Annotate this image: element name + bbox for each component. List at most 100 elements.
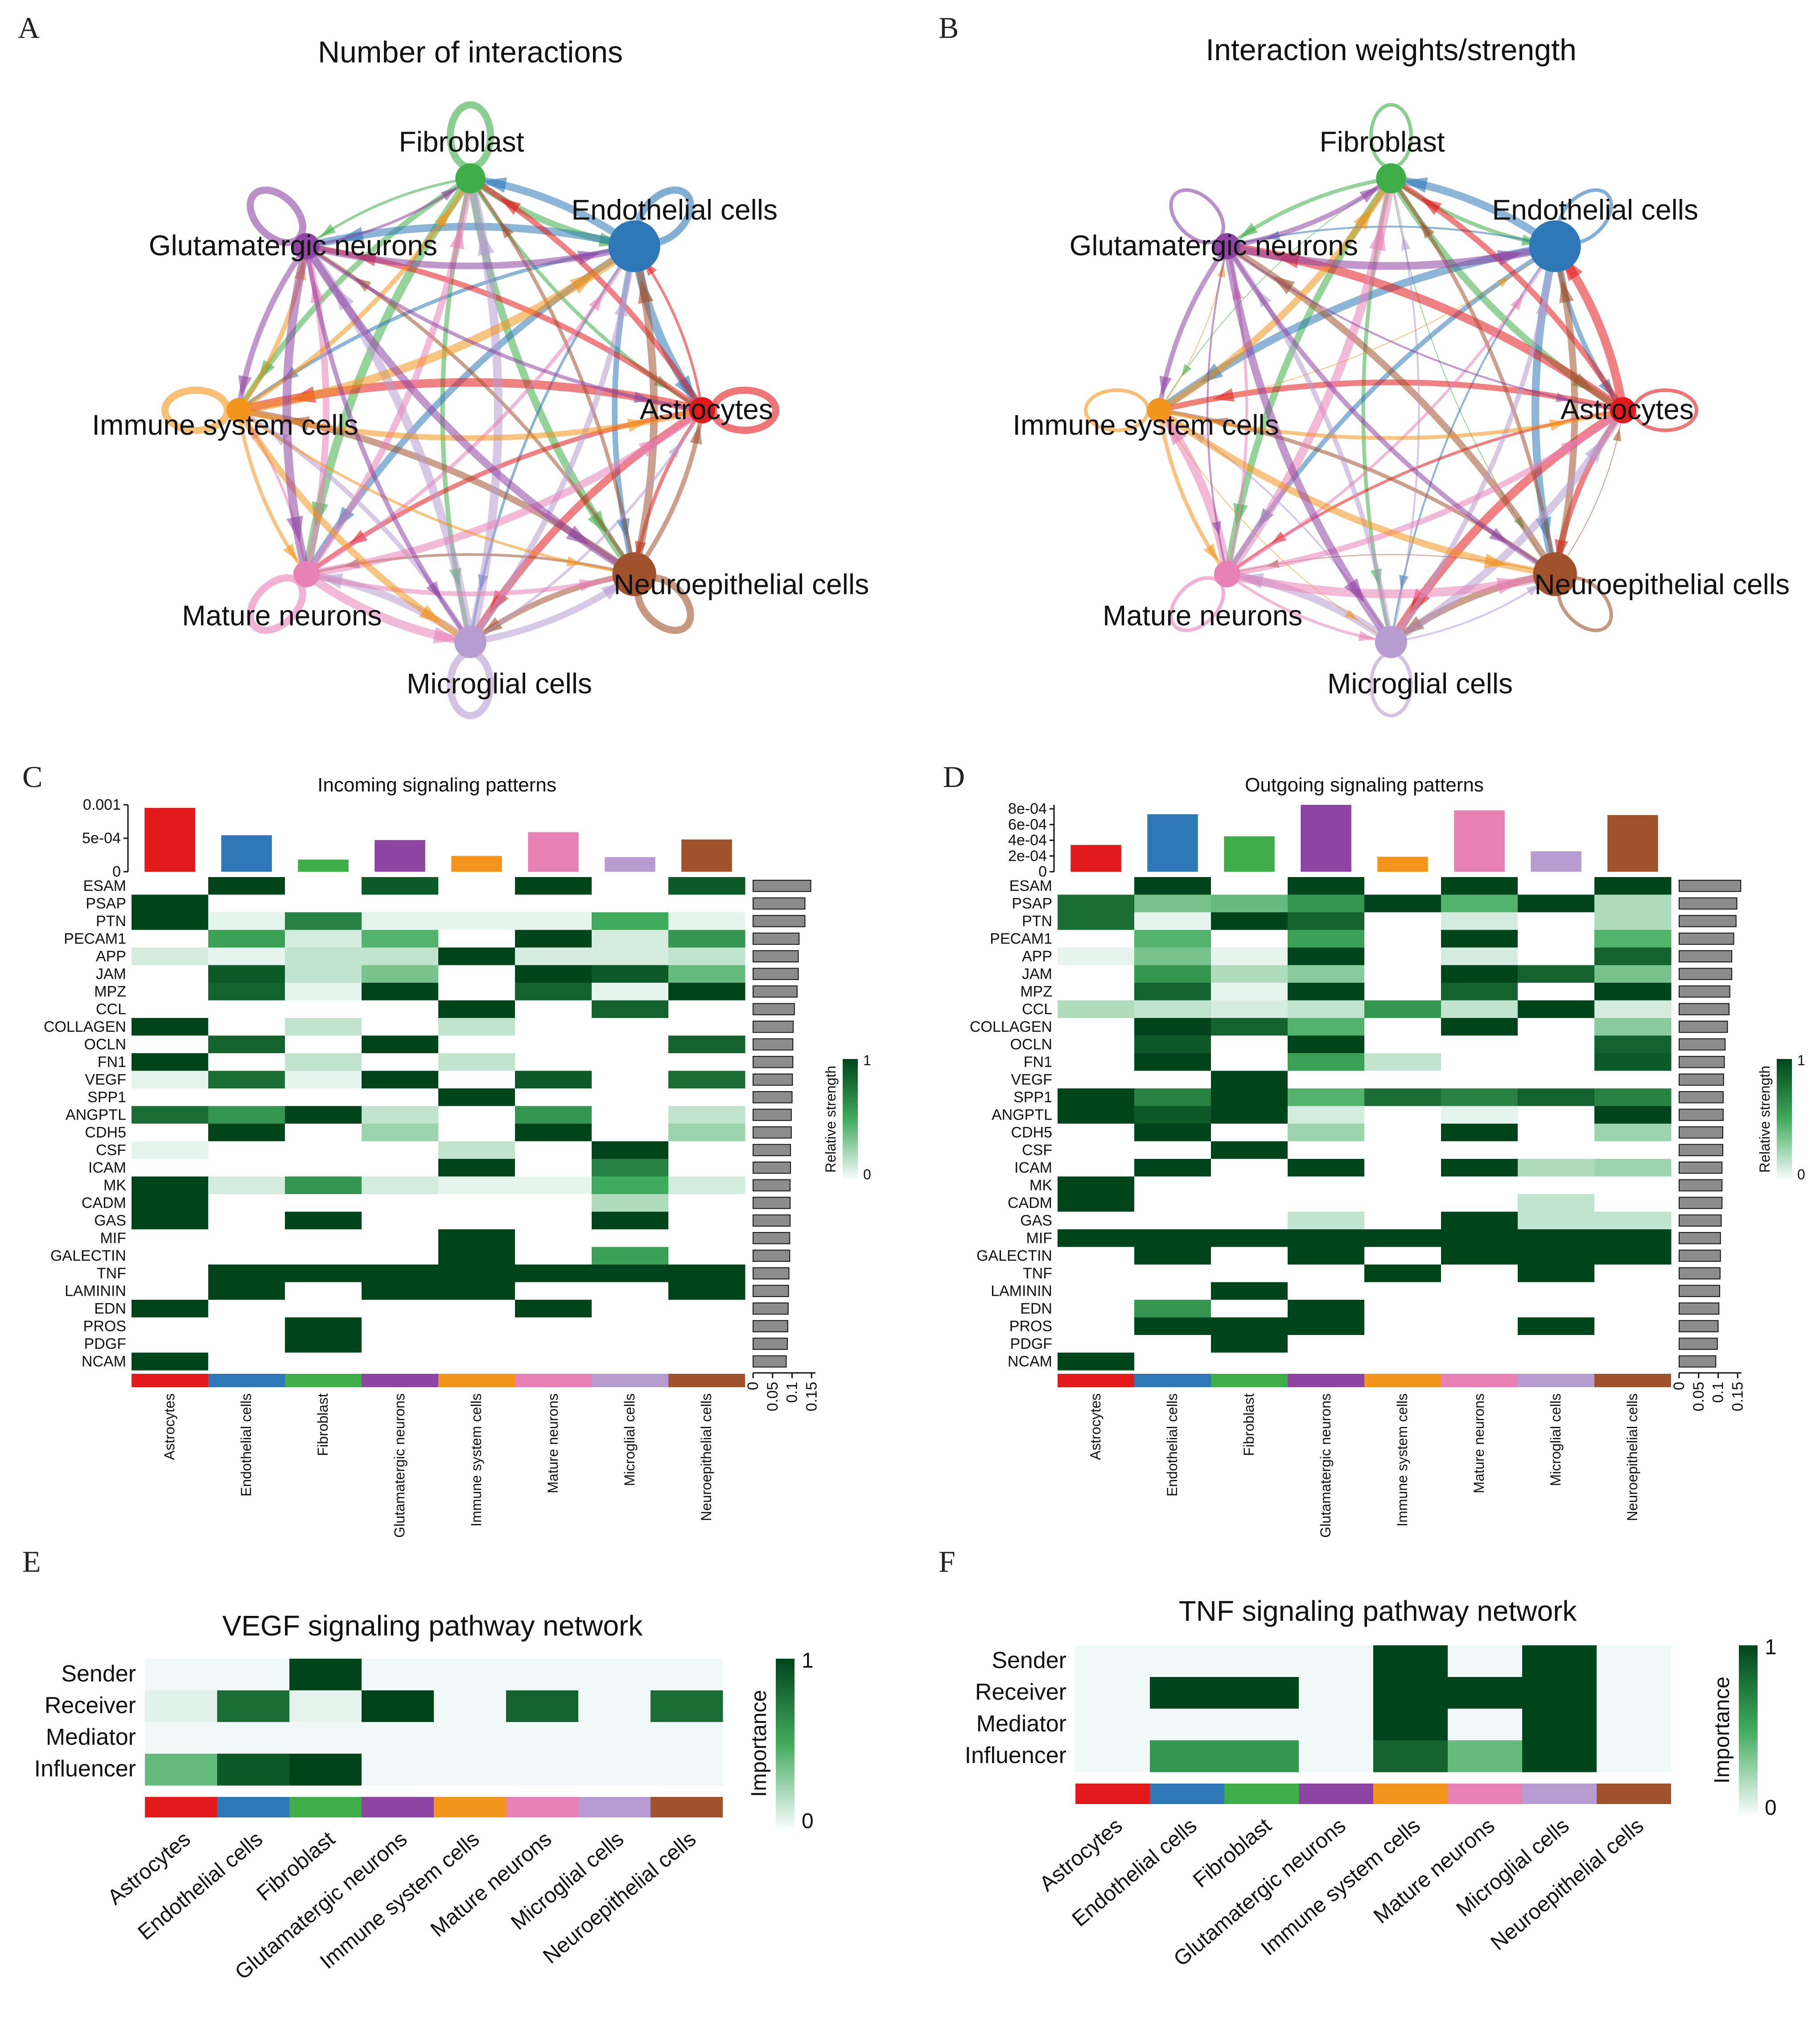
- arrowhead-mature-neurons-to-fibroblast: [1369, 224, 1386, 251]
- cell-fn1-mature-neurons: [515, 1053, 592, 1071]
- cell-spp1-mature-neurons: [515, 1088, 592, 1106]
- cell-mpz-microglial-cells: [1518, 983, 1595, 1001]
- cell-receiver-astrocytes: [1075, 1677, 1150, 1709]
- cell-pdgf-neuroepithelial-cells: [1594, 1335, 1672, 1353]
- node-microglial-cells: [1375, 626, 1407, 658]
- cell-pros-endothelial-cells: [208, 1317, 285, 1335]
- cell-gas-glutamatergic-neurons: [362, 1211, 439, 1230]
- side-bar-jam: [1679, 968, 1733, 980]
- cell-mpz-glutamatergic-neurons: [362, 983, 439, 1001]
- row-label-esam: ESAM: [1009, 878, 1052, 894]
- cell-cdh5-mature-neurons: [1441, 1124, 1518, 1141]
- row-label-icam: ICAM: [1014, 1159, 1052, 1176]
- side-bar-laminin: [1679, 1285, 1720, 1297]
- row-label-laminin: LAMININ: [65, 1282, 126, 1299]
- cell-angptl-astrocytes: [132, 1106, 209, 1124]
- column-color-microglial-cells: [1522, 1784, 1597, 1804]
- cell-csf-endothelial-cells: [208, 1141, 285, 1159]
- side-bar-csf: [753, 1144, 791, 1156]
- node-label-microglial-cells: Microglial cells: [1327, 667, 1513, 700]
- cell-csf-glutamatergic-neurons: [1288, 1141, 1365, 1159]
- network-title-b: Interaction weights/strength: [1206, 33, 1577, 67]
- column-color-immune-system-cells: [434, 1797, 506, 1817]
- cell-tnf-fibroblast: [1211, 1265, 1288, 1282]
- node-fibroblast: [455, 163, 486, 194]
- cell-sender-microglial-cells: [578, 1659, 651, 1691]
- top-bar-immune-system-cells: [451, 856, 502, 872]
- cell-mediator-neuroepithelial-cells: [651, 1722, 723, 1754]
- cell-pdgf-mature-neurons: [515, 1335, 592, 1353]
- side-bar-pros: [1679, 1320, 1719, 1332]
- cell-icam-immune-system-cells: [1364, 1159, 1441, 1177]
- cell-esam-microglial-cells: [592, 877, 669, 895]
- arrowhead-microglial-cells-to-astrocytes: [1585, 438, 1605, 463]
- cell-galectin-microglial-cells: [1518, 1247, 1595, 1265]
- cell-ncam-neuroepithelial-cells: [668, 1352, 745, 1371]
- cell-angptl-immune-system-cells: [1364, 1106, 1441, 1124]
- column-color-fibroblast: [1211, 1374, 1288, 1387]
- legend-colorbar: [776, 1659, 795, 1828]
- cell-ocln-endothelial-cells: [1134, 1035, 1211, 1054]
- row-label-pros: PROS: [1009, 1318, 1052, 1335]
- row-label-edn: EDN: [94, 1300, 126, 1317]
- cell-pdgf-immune-system-cells: [1364, 1335, 1441, 1353]
- cell-mk-glutamatergic-neurons: [1288, 1176, 1365, 1195]
- row-label-mif: MIF: [100, 1230, 126, 1247]
- cell-laminin-microglial-cells: [592, 1282, 669, 1300]
- side-bar-collagen: [1679, 1021, 1728, 1033]
- node-label-endothelial-cells: Endothelial cells: [1492, 194, 1698, 226]
- cell-galectin-endothelial-cells: [208, 1247, 285, 1265]
- cell-jam-astrocytes: [132, 965, 209, 983]
- cell-psap-astrocytes: [132, 894, 209, 913]
- cell-pros-neuroepithelial-cells: [1594, 1317, 1672, 1335]
- cell-laminin-neuroepithelial-cells: [668, 1282, 745, 1300]
- cell-edn-glutamatergic-neurons: [1288, 1300, 1365, 1318]
- top-bar-neuroepithelial-cells: [1607, 815, 1658, 872]
- row-label-influencer: Influencer: [34, 1756, 136, 1782]
- side-axis-tick-label: 0.1: [1710, 1382, 1727, 1403]
- cell-mif-fibroblast: [285, 1229, 362, 1247]
- cell-ocln-mature-neurons: [1441, 1035, 1518, 1054]
- cell-cadm-fibroblast: [285, 1194, 362, 1212]
- column-color-fibroblast: [289, 1797, 362, 1817]
- cell-sender-endothelial-cells: [1150, 1645, 1225, 1677]
- cell-mediator-neuroepithelial-cells: [1597, 1709, 1672, 1741]
- cell-spp1-microglial-cells: [1518, 1088, 1595, 1106]
- cell-influencer-endothelial-cells: [217, 1754, 290, 1786]
- cell-influencer-microglial-cells: [578, 1754, 651, 1786]
- cell-ptn-fibroblast: [1211, 912, 1288, 930]
- side-bar-vegf: [1679, 1073, 1724, 1086]
- cell-ocln-astrocytes: [1058, 1035, 1135, 1054]
- cell-pecam1-neuroepithelial-cells: [668, 930, 745, 948]
- cell-ptn-immune-system-cells: [438, 912, 515, 930]
- row-label-spp1: SPP1: [87, 1089, 126, 1106]
- cell-jam-immune-system-cells: [1364, 965, 1441, 983]
- cell-mpz-endothelial-cells: [208, 983, 285, 1001]
- cell-ptn-mature-neurons: [1441, 912, 1518, 930]
- cell-spp1-microglial-cells: [592, 1088, 669, 1106]
- cell-gas-microglial-cells: [592, 1211, 669, 1230]
- cell-mediator-microglial-cells: [1522, 1709, 1597, 1741]
- cell-ncam-glutamatergic-neurons: [362, 1352, 439, 1371]
- row-label-mif: MIF: [1026, 1230, 1052, 1247]
- cell-galectin-glutamatergic-neurons: [1288, 1247, 1365, 1265]
- row-label-collagen: COLLAGEN: [44, 1018, 126, 1035]
- node-label-astrocytes: Astrocytes: [640, 393, 773, 425]
- cell-cdh5-fibroblast: [285, 1124, 362, 1141]
- cell-pros-immune-system-cells: [438, 1317, 515, 1335]
- top-bar-endothelial-cells: [221, 835, 272, 872]
- cell-psap-fibroblast: [285, 894, 362, 913]
- node-glutamatergic-neurons: [293, 233, 320, 260]
- row-label-fn1: FN1: [98, 1054, 126, 1071]
- arrowhead-glutamatergic-neurons-to-microglial-cells: [1344, 578, 1364, 602]
- side-bar-ncam: [1679, 1355, 1717, 1368]
- cell-mif-astrocytes: [1058, 1229, 1135, 1247]
- cell-cadm-glutamatergic-neurons: [1288, 1194, 1365, 1212]
- column-label-fibroblast: Fibroblast: [315, 1393, 331, 1456]
- cell-ocln-immune-system-cells: [1364, 1035, 1441, 1054]
- row-label-gas: GAS: [1020, 1212, 1052, 1229]
- cell-psap-microglial-cells: [592, 894, 669, 913]
- cell-mk-immune-system-cells: [1364, 1176, 1441, 1195]
- cell-vegf-glutamatergic-neurons: [1288, 1071, 1365, 1089]
- row-label-ncam: NCAM: [82, 1353, 126, 1370]
